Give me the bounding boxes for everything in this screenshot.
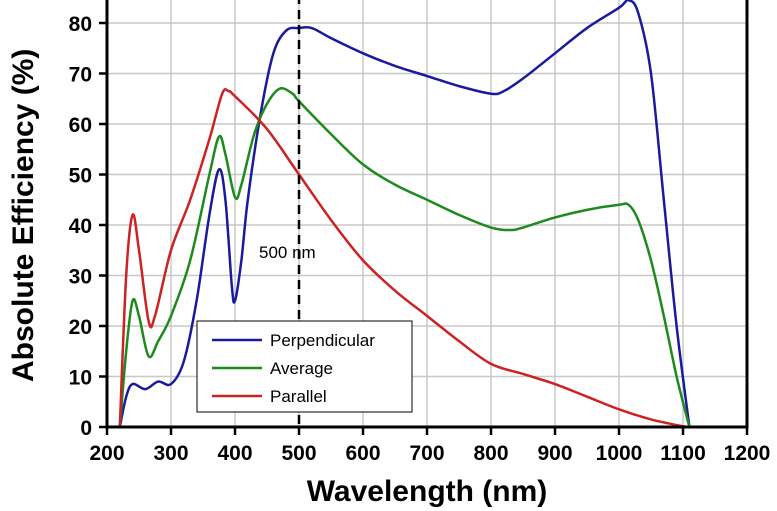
ticks: 200 300 400 500 600 700 800 900 1000 1100 1200 0 10 2… (69, 13, 771, 465)
x-tick-label: 500 (281, 442, 316, 465)
y-tick-label: 50 (69, 165, 92, 188)
y-axis-title: Absolute Efficiency (%) (7, 49, 40, 382)
legend: Perpendicular Average Parallel (196, 320, 413, 413)
series-line-parallel (118, 88, 687, 429)
series-line-perpendicular (118, 0, 691, 428)
x-tick-label: 700 (409, 442, 444, 465)
y-tick-label: 70 (69, 64, 92, 87)
x-tick-label: 200 (89, 442, 124, 465)
x-tick-label: 300 (153, 442, 188, 465)
annotation-500nm-label: 500 nm (259, 243, 316, 262)
x-tick-label: 800 (473, 442, 508, 465)
x-tick-label: 1200 (724, 442, 771, 465)
legend-label-average: Average (270, 359, 333, 378)
x-tick-label: 400 (217, 442, 252, 465)
x-tick-label: 1000 (596, 442, 643, 465)
y-tick-label: 0 (80, 417, 92, 440)
x-axis-title: Wavelength (nm) (307, 475, 548, 508)
y-tick-label: 20 (69, 316, 92, 339)
y-tick-label: 80 (69, 13, 92, 36)
y-tick-label: 30 (69, 266, 92, 289)
x-tick-label: 1100 (660, 442, 706, 465)
legend-label-perpendicular: Perpendicular (270, 331, 375, 350)
y-tick-label: 10 (69, 367, 92, 390)
y-tick-label: 40 (69, 215, 92, 238)
y-tick-label: 60 (69, 114, 92, 137)
legend-label-parallel: Parallel (270, 387, 327, 406)
x-tick-label: 600 (345, 442, 380, 465)
x-tick-label: 900 (537, 442, 572, 465)
